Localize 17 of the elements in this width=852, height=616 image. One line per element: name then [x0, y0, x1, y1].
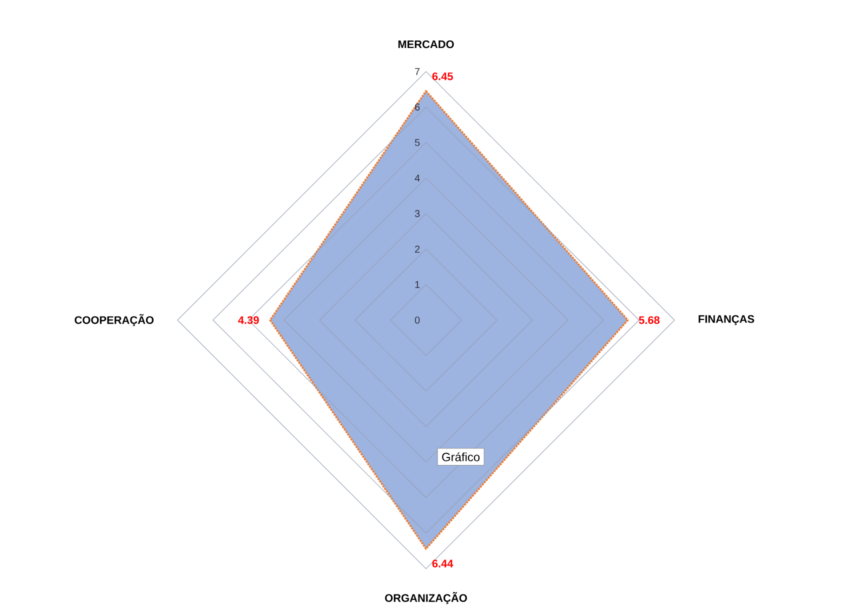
y-tick-label: 2	[415, 246, 420, 253]
data-label: 4.39	[238, 316, 259, 324]
data-label: 6.44	[432, 560, 454, 568]
y-tick-label: 0	[414, 316, 420, 324]
y-tick-label: 3	[414, 210, 420, 218]
y-tick-label: 6	[415, 104, 420, 111]
y-tick-label: 5	[414, 139, 420, 146]
spoke-label: FINANÇAS	[698, 315, 754, 326]
y-tick-label: 1	[415, 281, 420, 288]
y-tick-label: 4	[414, 174, 420, 182]
spoke-label: ORGANIZAÇÃO	[385, 592, 467, 604]
data-label: 5.68	[638, 316, 660, 324]
text: Gráfico	[442, 452, 480, 462]
y-tick-label: 7	[415, 68, 420, 75]
spoke-label: MERCADO	[398, 40, 454, 48]
spoke-label: COOPERAÇÃO	[74, 314, 154, 326]
data-label: 6.45	[432, 72, 453, 80]
